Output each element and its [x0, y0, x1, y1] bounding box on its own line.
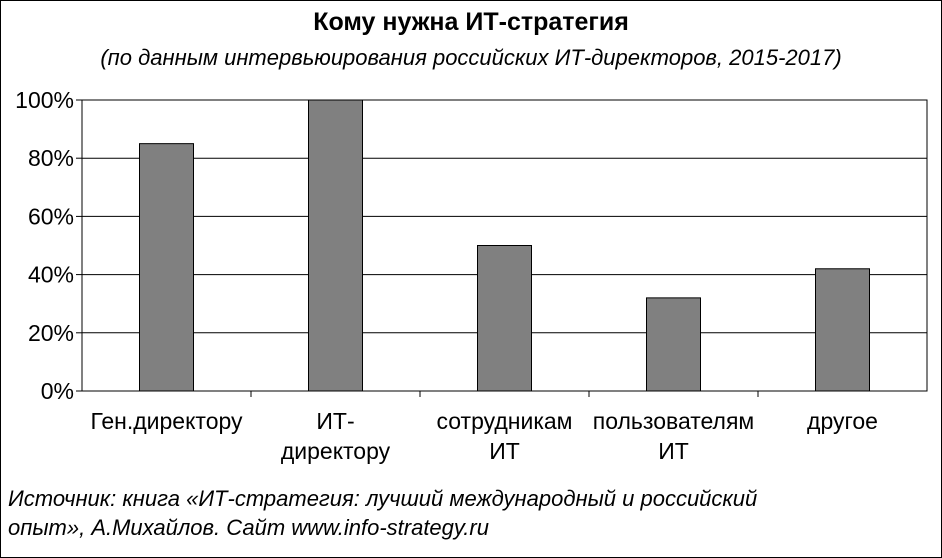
source-line-1: Источник: книга «ИТ-стратегия: лучший ме… [8, 486, 758, 511]
y-tick-label: 20% [28, 320, 74, 346]
x-tick-label: сотрудникам [437, 408, 573, 434]
bar [139, 143, 194, 392]
y-tick-label: 80% [28, 145, 74, 171]
y-tick-label: 0% [41, 378, 74, 404]
y-tick-label: 40% [28, 262, 74, 288]
x-tick-label: пользователям [593, 408, 754, 434]
x-tick-label: другое [807, 408, 878, 434]
x-tick-label: Ген.директору [90, 408, 243, 434]
x-tick-label: ИТ- [316, 408, 354, 434]
source-note: Источник: книга «ИТ-стратегия: лучший ме… [8, 484, 888, 542]
x-tick-label: ИТ [658, 438, 689, 464]
bar [477, 245, 532, 392]
chart-title: Кому нужна ИТ-стратегия [313, 8, 629, 36]
y-tick-label: 100% [15, 87, 74, 113]
y-tick-label: 60% [28, 203, 74, 229]
x-tick-label: ИТ [489, 438, 520, 464]
bar [815, 268, 870, 392]
source-line-2: опыт», А.Михайлов. Сайт www.info-strateg… [8, 515, 489, 540]
x-tick-label: директору [281, 438, 391, 464]
chart-subtitle: (по данным интервьюирования российских И… [100, 45, 842, 70]
bar [646, 297, 701, 392]
bar [308, 99, 363, 392]
